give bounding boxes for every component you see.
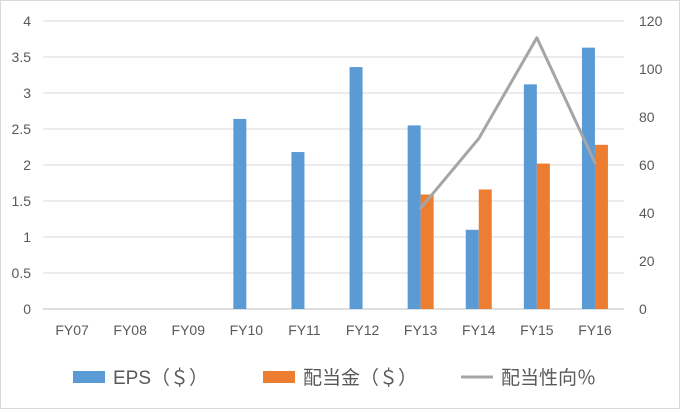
left-tick-label: 4 [23,13,31,29]
category-tick-label: FY08 [113,322,147,338]
right-tick-label: 120 [639,13,663,29]
gridlines [43,20,624,310]
eps-bar [233,118,247,309]
left-tick-label: 3 [23,85,31,101]
legend-payout-ratio-label: 配当性向％ [501,367,596,389]
left-tick-label: 0 [23,301,31,317]
dividend-bar [420,194,434,309]
category-tick-label: FY13 [404,322,438,338]
eps-bar [291,152,305,309]
right-tick-label: 80 [639,109,655,125]
legend-dividend-swatch [263,371,295,383]
left-tick-label: 0.5 [12,265,32,281]
category-tick-label: FY16 [578,322,612,338]
category-tick-label: FY15 [520,322,554,338]
right-tick-label: 0 [639,301,647,317]
left-tick-label: 1 [23,229,31,245]
dividend-bar [536,163,550,309]
left-tick-label: 2.5 [12,121,32,137]
category-tick-label: FY09 [172,322,206,338]
eps-bar [523,84,537,309]
legend: EPS（＄） 配当金（＄） 配当性向％ [73,367,596,389]
eps-bar [465,229,479,309]
dividend-bar [478,189,492,309]
right-tick-label: 100 [639,61,663,77]
bars [233,47,608,310]
legend-dividend-label: 配当金（＄） [303,367,417,389]
legend-eps-swatch [73,371,105,383]
category-tick-label: FY11 [288,322,321,338]
eps-bar [407,125,421,310]
lines [419,36,597,210]
right-tick-label: 60 [639,157,655,173]
legend-eps-label: EPS（＄） [113,367,208,389]
category-tick-label: FY14 [462,322,496,338]
payout-ratio-line [419,36,597,210]
left-tick-label: 2 [23,157,31,173]
category-tick-label: FY12 [346,322,380,338]
left-tick-label: 3.5 [12,49,32,65]
dividend-bar [594,144,608,309]
left-tick-label: 1.5 [12,193,32,209]
right-tick-label: 20 [639,253,655,269]
eps-bar [581,47,595,309]
category-tick-label: FY10 [230,322,264,338]
eps-bar [349,67,363,309]
category-tick-label: FY07 [55,322,89,338]
right-tick-label: 40 [639,205,655,221]
